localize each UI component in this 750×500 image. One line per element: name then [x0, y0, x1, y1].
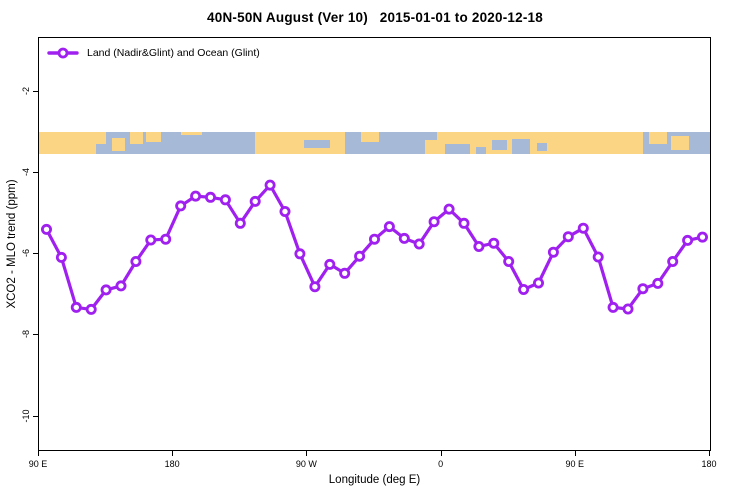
data-point-marker [85, 303, 97, 315]
data-point-marker [204, 191, 216, 203]
data-point-marker [547, 246, 559, 258]
data-point-marker [652, 277, 664, 289]
data-point-marker [219, 194, 231, 206]
data-point-marker [130, 255, 142, 267]
island-patch [129, 132, 144, 145]
data-point-marker [160, 233, 172, 245]
data-point-marker [368, 233, 380, 245]
data-point-marker [279, 205, 291, 217]
land-segment [255, 132, 345, 154]
x-tick-mark [709, 451, 710, 456]
x-axis-title: Longitude (deg E) [328, 474, 421, 486]
data-point-marker [294, 248, 306, 260]
data-point-marker [354, 250, 366, 262]
y-tick-label: -10 [21, 409, 31, 423]
data-point-marker [100, 284, 112, 296]
y-tick-mark [33, 171, 38, 173]
data-point-marker [607, 301, 619, 313]
water-patch [444, 144, 470, 154]
land-segment [39, 132, 107, 154]
y-tick-mark [33, 334, 38, 336]
data-point-marker [70, 301, 82, 313]
data-point-marker [562, 231, 574, 243]
x-tick-mark [574, 451, 576, 456]
data-point-marker [488, 237, 500, 249]
water-patch [492, 139, 508, 150]
data-point-marker [324, 258, 336, 270]
water-patch [425, 132, 438, 140]
data-point-marker [383, 221, 395, 233]
data-point-marker [503, 255, 515, 267]
x-tick-mark [172, 451, 174, 456]
x-tick-label: 90 W [295, 459, 317, 469]
data-point-marker [145, 234, 157, 246]
data-point-marker [175, 200, 187, 212]
y-tick-label: -6 [21, 249, 31, 258]
data-point-marker [577, 222, 589, 234]
water-patch [537, 143, 548, 151]
island-patch [146, 132, 162, 142]
data-point-marker [249, 195, 261, 207]
x-tick-label: 0 [438, 459, 444, 469]
legend-line-marker-icon [47, 47, 79, 59]
data-point-marker [413, 238, 425, 250]
island-patch [671, 136, 690, 150]
chart-title: 40N-50N August (Ver 10) 2015-01-01 to 20… [207, 10, 543, 25]
x-tick-mark [38, 451, 39, 456]
data-series-plot [41, 179, 709, 315]
island-patch [648, 132, 667, 145]
y-tick-label: -2 [21, 86, 31, 95]
y-tick-mark [33, 90, 38, 92]
data-point-marker [339, 267, 351, 279]
data-point-marker [622, 303, 634, 315]
island-patch [361, 132, 379, 142]
x-tick-label: 180 [164, 459, 180, 469]
data-point-marker [473, 240, 485, 252]
water-patch [475, 147, 487, 154]
data-point-marker [41, 223, 52, 235]
data-point-marker [398, 232, 410, 244]
data-point-marker [309, 281, 321, 293]
data-point-marker [637, 283, 649, 295]
y-tick-label: -8 [21, 330, 31, 339]
legend: Land (Nadir&Glint) and Ocean (Glint) [47, 46, 260, 60]
data-point-marker [667, 255, 679, 267]
latitude-band-map-strip [39, 132, 710, 154]
x-tick-label: 90 E [565, 459, 585, 469]
island-patch [112, 137, 126, 151]
x-tick-mark [440, 451, 442, 456]
y-tick-label: -4 [21, 167, 31, 176]
data-point-marker [234, 217, 246, 229]
plot-area: Land (Nadir&Glint) and Ocean (Glint) [38, 37, 711, 451]
island-patch [180, 132, 202, 136]
data-point-marker [458, 217, 470, 229]
y-axis-title: XCO2 - MLO trend (ppm) [6, 179, 18, 309]
data-point-marker [55, 251, 67, 263]
x-tick-label: 180 [701, 459, 717, 469]
y-tick-mark [33, 253, 38, 255]
water-patch [304, 139, 330, 149]
water-patch [511, 138, 530, 154]
data-point-marker [264, 179, 276, 191]
data-point-marker [190, 190, 202, 202]
data-point-marker [518, 283, 530, 295]
y-tick-mark [33, 415, 38, 417]
water-patch [95, 144, 107, 154]
data-point-marker [592, 251, 604, 263]
data-point-marker [115, 280, 127, 292]
data-point-marker [682, 234, 694, 246]
data-point-marker [532, 277, 544, 289]
data-point-marker [443, 203, 455, 215]
trend-line [44, 183, 705, 311]
data-point-marker [428, 216, 440, 228]
x-tick-label: 90 E [28, 459, 48, 469]
x-tick-mark [306, 451, 308, 456]
data-point-marker [697, 231, 709, 243]
legend-label: Land (Nadir&Glint) and Ocean (Glint) [87, 47, 260, 59]
